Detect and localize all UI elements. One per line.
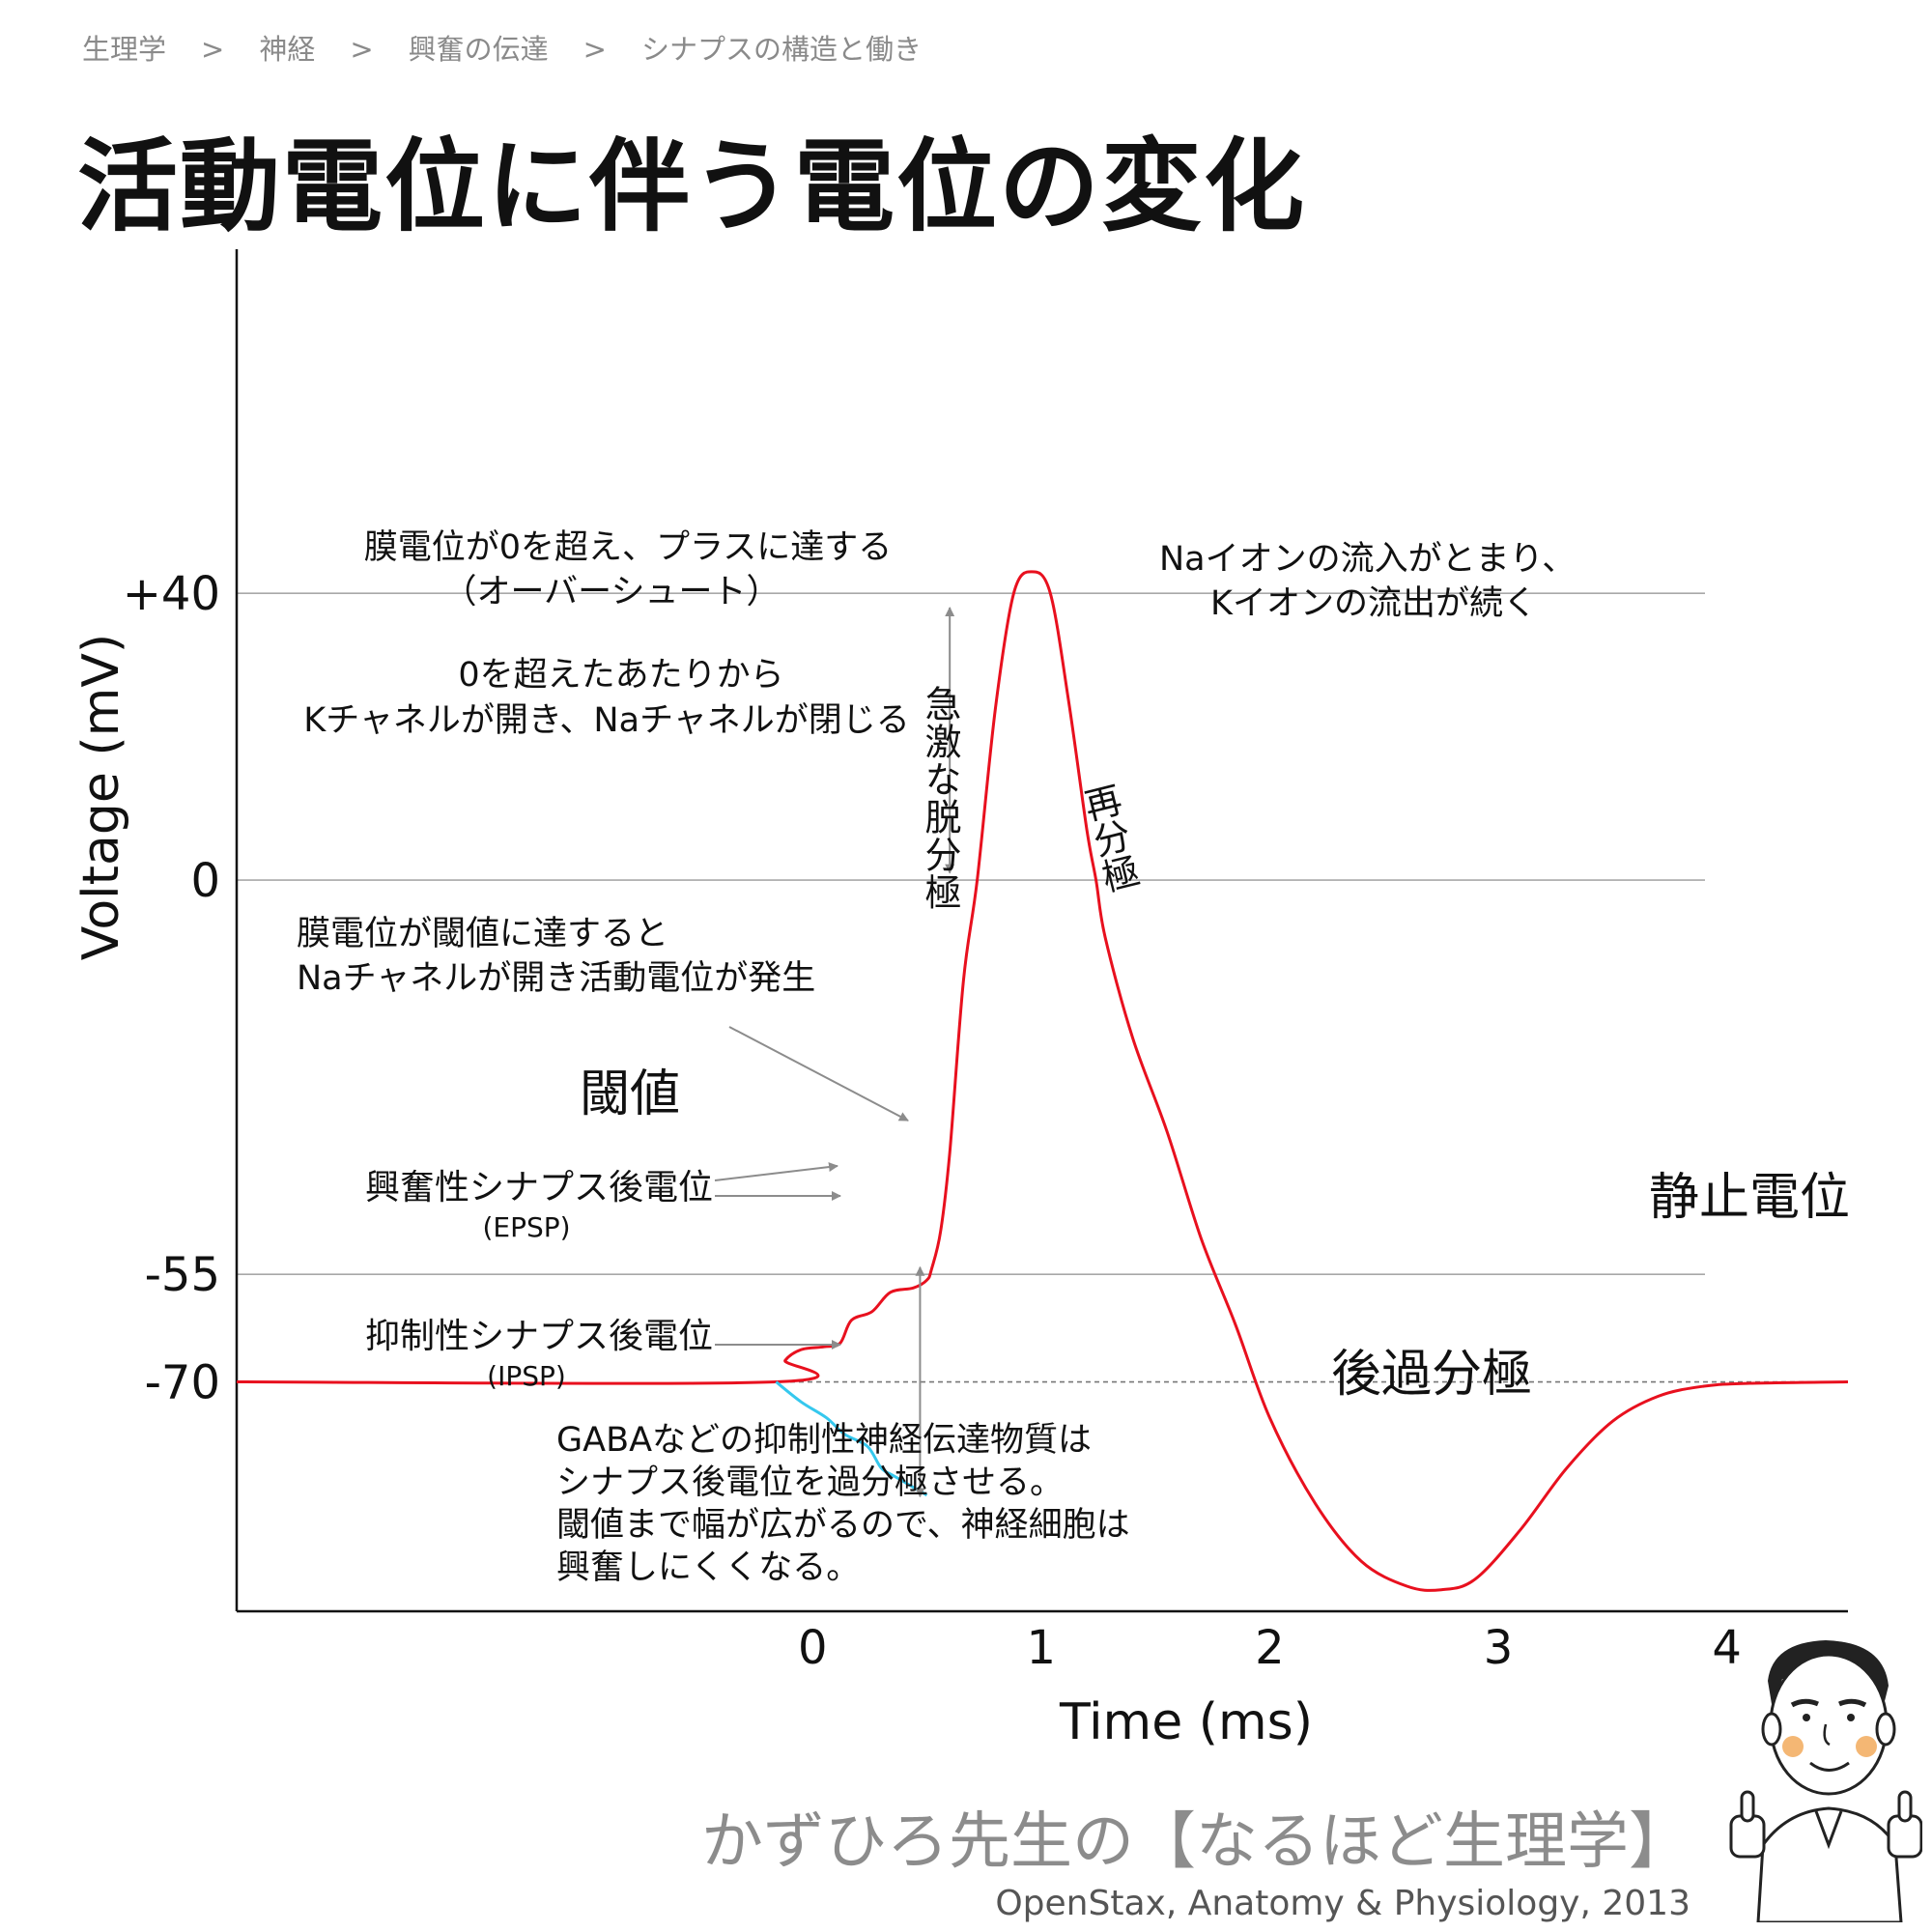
ipsp-abbr: (IPSP) xyxy=(487,1360,566,1392)
annotation-overshoot: 膜電位が0を超え、プラスに達する xyxy=(364,528,893,567)
resting-potential-label: 静止電位 xyxy=(1649,1169,1850,1227)
depolarization-label: 急激な脱分極 xyxy=(919,685,961,911)
x-tick-label: 0 xyxy=(798,1621,828,1675)
breadcrumb: 生理学 > 神経 > 興奮の伝達 > シナプスの構造と働き xyxy=(82,27,922,68)
epsp-abbr: (EPSP) xyxy=(482,1211,570,1243)
annotation-overshoot-paren: （オーバーシュート） xyxy=(443,573,781,611)
action-potential-line xyxy=(236,570,1849,1592)
ipsp-line xyxy=(775,1380,928,1497)
credit-source: OpenStax, Anatomy & Physiology, 2013 xyxy=(995,1884,1690,1923)
breadcrumb-item[interactable]: シナプスの構造と働き xyxy=(640,33,922,66)
x-tick-label: 3 xyxy=(1484,1621,1514,1675)
annotation-gaba: 興奮しにくくなる。 xyxy=(556,1548,860,1587)
y-axis-title: Voltage (mV) xyxy=(72,634,130,960)
breadcrumb-separator: > xyxy=(582,33,607,66)
x-tick-label: 1 xyxy=(1027,1621,1057,1675)
mascot-illustration xyxy=(1729,1640,1922,1922)
epsp-curve-pointer-arrow xyxy=(714,1162,838,1181)
y-tick-label: -70 xyxy=(145,1356,220,1410)
annotation-channels: 0を超えたあたりから xyxy=(458,656,783,695)
x-tick-label: 4 xyxy=(1712,1621,1742,1675)
annotation-na-k: Kイオンの流出が続く xyxy=(1210,584,1537,623)
annotation-threshold-note: 膜電位が閾値に達すると xyxy=(297,915,668,953)
annotation-gaba: シナプス後電位を過分極させる。 xyxy=(556,1463,1064,1502)
breadcrumb-separator: > xyxy=(201,33,225,66)
y-tick-label: 0 xyxy=(190,854,220,908)
x-tick-label: 2 xyxy=(1255,1621,1285,1675)
breadcrumb-item[interactable]: 神経 xyxy=(259,33,316,66)
hyperpolarization-label: 後過分極 xyxy=(1331,1346,1532,1404)
breadcrumb-item[interactable]: 興奮の伝達 xyxy=(408,33,549,66)
ipsp-label: 抑制性シナプス後電位 xyxy=(365,1317,713,1356)
breadcrumb-item[interactable]: 生理学 xyxy=(82,33,167,66)
annotation-gaba: GABAなどの抑制性神経伝達物質は xyxy=(556,1421,1092,1460)
page-title: 活動電位に伴う電位の変化 xyxy=(77,128,1307,245)
y-tick-label: +40 xyxy=(123,567,220,621)
threshold-label: 閾値 xyxy=(580,1065,680,1123)
x-axis-title: Time (ms) xyxy=(1059,1693,1313,1751)
annotation-channels: Kチャネルが開き、Naチャネルが閉じる xyxy=(303,701,909,740)
epsp-label: 興奮性シナプス後電位 xyxy=(365,1168,713,1208)
annotation-na-k: Naイオンの流入がとまり、 xyxy=(1159,540,1576,579)
y-tick-label: -55 xyxy=(145,1248,220,1302)
credit-title: かずひろ先生の【なるほど生理学】 xyxy=(701,1806,1690,1878)
annotation-gaba: 閾値まで幅が広がるので、神経細胞は xyxy=(556,1506,1130,1545)
breadcrumb-separator: > xyxy=(350,33,374,66)
annotation-threshold-note: Naチャネルが開き活動電位が発生 xyxy=(297,959,815,998)
threshold-pointer-arrow xyxy=(728,1026,909,1122)
